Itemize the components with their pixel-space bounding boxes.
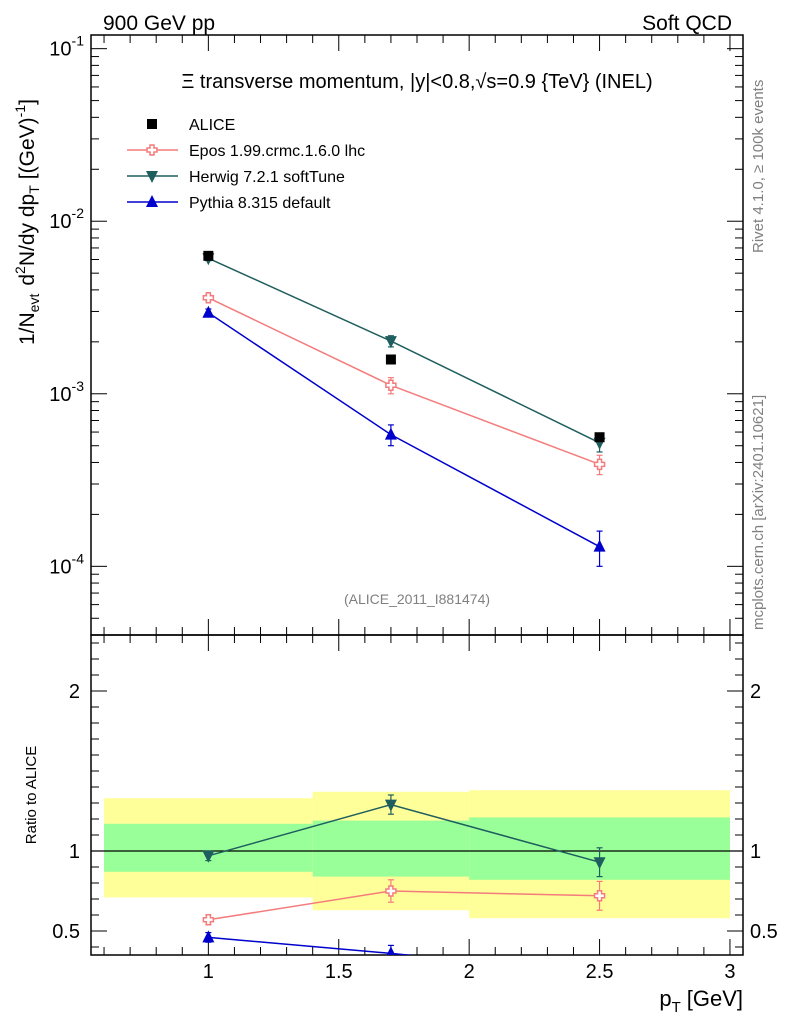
x-tick-label: 2.5 (586, 961, 614, 983)
ratio-point-epos (593, 890, 606, 902)
main-y-tick-label: 10-4 (49, 550, 84, 578)
ratio-y-tick-label-left: 0.5 (52, 921, 80, 943)
ratio-plot-panel: 0.5 0.5 1 1 2 2 1 1.5 2 2.5 3 Ratio to ALICE (23, 634, 778, 983)
data-point-epos (202, 292, 215, 304)
main-y-tick-label: 10-2 (49, 205, 84, 233)
legend-label-herwig: Herwig 7.2.1 softTune (189, 169, 345, 186)
legend-marker-pythia (146, 195, 158, 207)
ratio-band-inner (104, 823, 313, 872)
x-tick-label: 2 (464, 961, 475, 983)
analysis-id-label: (ALICE_2011_I881474) (344, 591, 490, 607)
main-y-tick-label: 10-3 (49, 378, 84, 406)
ratio-y-tick-label-left: 2 (69, 681, 80, 703)
series-line-herwig (208, 257, 600, 444)
ratio-point-epos (385, 885, 397, 897)
ratio-point-herwig (593, 857, 606, 870)
data-point-epos (385, 379, 397, 392)
main-axis-ticks (91, 35, 743, 636)
ratio-y-tick-label-right: 1 (750, 841, 761, 863)
ratio-band-inner (312, 820, 470, 877)
main-y-tick-labels: 10-4 10-3 10-2 10-1 (49, 33, 84, 579)
x-tick-label: 1.5 (325, 961, 353, 983)
mcplots-label: mcplots.cern.ch [arXiv:2401.10621] (750, 395, 767, 630)
legend: ALICE Epos 1.99.crmc.1.6.0 lhc Herwig 7.2.… (127, 117, 365, 212)
ratio-point-herwig (384, 799, 397, 812)
main-y-axis-label: 1/Nevtd2N/dy dpT[(GeV)-1] (12, 99, 42, 345)
data-point-alice (203, 250, 214, 261)
ratio-series-clipped (202, 794, 606, 955)
legend-label-alice: ALICE (189, 117, 235, 134)
ratio-point-pythia (202, 930, 215, 943)
legend-marker-herwig (146, 171, 158, 183)
ratio-uncertainty-bands (91, 790, 743, 919)
main-series-layer (202, 250, 606, 567)
ratio-series-layer (202, 794, 606, 955)
ratio-y-tick-label-right: 0.5 (750, 921, 778, 943)
data-point-alice (594, 432, 605, 443)
data-point-pythia (202, 305, 215, 318)
legend-label-epos: Epos 1.99.crmc.1.6.0 lhc (189, 143, 365, 160)
x-tick-label: 1 (203, 961, 214, 983)
header-left: 900 GeV pp (103, 12, 215, 35)
series-line-epos (208, 297, 600, 466)
ratio-y-tick-label-left: 1 (69, 841, 80, 863)
data-point-pythia (384, 427, 397, 440)
legend-label-pythia: Pythia 8.315 default (189, 195, 331, 212)
legend-marker-epos (146, 144, 158, 156)
ratio-y-axis-label: Ratio to ALICE (23, 746, 40, 844)
data-point-alice (385, 354, 396, 365)
ratio-line-pythia (208, 936, 415, 955)
ratio-point-pythia (386, 946, 396, 955)
rivet-version-label: Rivet 4.1.0, ≥ 100k events (750, 80, 767, 253)
data-point-pythia (593, 539, 606, 552)
main-y-tick-label: 10-1 (49, 33, 84, 61)
ratio-point-epos (202, 914, 215, 926)
plot-title: Ξ transverse momentum, |y|<0.8,√s=0.9 {T… (181, 71, 652, 93)
main-plot-panel: 10-4 10-3 10-2 10-1 Ξ transverse momentum, … (12, 33, 744, 636)
legend-marker-alice (147, 119, 157, 129)
data-point-herwig (384, 336, 397, 349)
data-point-epos (593, 458, 606, 471)
ratio-point-herwig (202, 850, 215, 863)
header-right: Soft QCD (642, 12, 732, 35)
x-tick-label: 3 (724, 961, 735, 983)
ratio-y-tick-label-right: 2 (750, 681, 761, 703)
x-axis-label: pT [GeV] (659, 986, 743, 1016)
ratio-tick-labels: 0.5 0.5 1 1 2 2 1 1.5 2 2.5 3 (52, 681, 778, 983)
